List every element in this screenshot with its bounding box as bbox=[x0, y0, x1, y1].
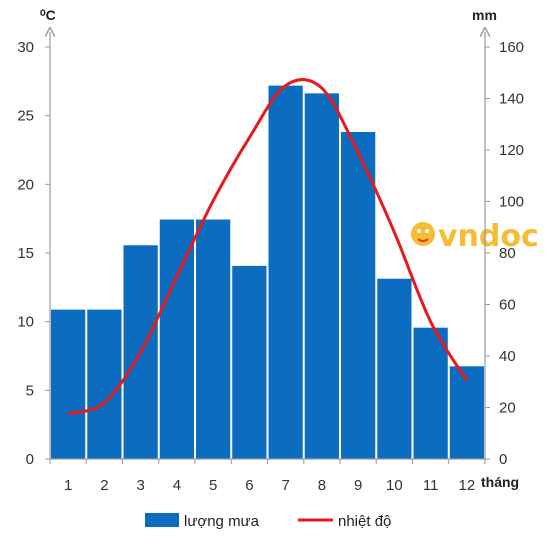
x-tick-label: 10 bbox=[386, 477, 403, 494]
left-tick-label: 0 bbox=[26, 451, 34, 468]
rainfall-bar bbox=[51, 309, 86, 459]
right-axis-unit: mm bbox=[472, 7, 497, 23]
right-tick-label: 100 bbox=[499, 194, 524, 211]
rainfall-bar bbox=[449, 366, 484, 459]
x-tick-label: 7 bbox=[281, 477, 289, 494]
right-tick-label: 0 bbox=[499, 451, 507, 468]
bars-layer bbox=[51, 85, 484, 459]
x-tick-label: 1 bbox=[64, 477, 72, 494]
rainfall-bar bbox=[232, 265, 267, 459]
right-tick-label: 120 bbox=[499, 142, 524, 159]
rainfall-bar bbox=[268, 85, 303, 459]
x-axis-label: tháng bbox=[481, 474, 519, 490]
rainfall-bar bbox=[377, 278, 412, 459]
rainfall-bar bbox=[159, 219, 194, 459]
left-axis-unit: ⁰C bbox=[40, 7, 56, 23]
x-tick-label: 8 bbox=[318, 477, 326, 494]
left-tick-label: 30 bbox=[17, 39, 34, 56]
ticks-layer: 1 2 3 4 5 6 7 8 9 10 11 120510152025300204060801001… bbox=[17, 39, 524, 494]
legend: lượng mưa nhiệt độ bbox=[145, 513, 391, 530]
legend-label-rainfall: lượng mưa bbox=[184, 513, 260, 530]
rainfall-bar bbox=[87, 309, 122, 459]
left-tick-label: 20 bbox=[17, 176, 34, 193]
left-tick-label: 15 bbox=[17, 245, 34, 262]
right-tick-label: 40 bbox=[499, 348, 516, 365]
x-tick-label: 2 bbox=[100, 477, 108, 494]
temperature-line bbox=[67, 78, 469, 416]
rainfall-bar bbox=[413, 327, 448, 459]
legend-label-temperature: nhiệt độ bbox=[338, 513, 391, 530]
right-tick-label: 80 bbox=[499, 245, 516, 262]
right-tick-label: 20 bbox=[499, 400, 516, 417]
right-tick-label: 140 bbox=[499, 91, 524, 108]
rainfall-bar bbox=[341, 131, 376, 459]
right-tick-label: 160 bbox=[499, 39, 524, 56]
rainfall-bar bbox=[196, 219, 231, 459]
x-tick-label: 6 bbox=[245, 477, 253, 494]
left-tick-label: 5 bbox=[26, 382, 34, 399]
watermark-text: vndoc bbox=[438, 219, 539, 254]
x-tick-label: 12 bbox=[459, 477, 476, 494]
legend-swatch-rainfall bbox=[145, 513, 179, 527]
x-tick-label: 5 bbox=[209, 477, 217, 494]
x-tick-label: 4 bbox=[173, 477, 181, 494]
rainfall-bar bbox=[304, 93, 339, 459]
left-tick-label: 25 bbox=[17, 108, 34, 125]
x-tick-label: 9 bbox=[354, 477, 362, 494]
watermark: vndoc bbox=[411, 219, 539, 254]
x-tick-label: 11 bbox=[423, 477, 439, 494]
x-tick-label: 3 bbox=[136, 477, 144, 494]
left-tick-label: 10 bbox=[17, 314, 34, 331]
right-tick-label: 60 bbox=[499, 297, 516, 314]
mascot-icon bbox=[411, 222, 435, 246]
